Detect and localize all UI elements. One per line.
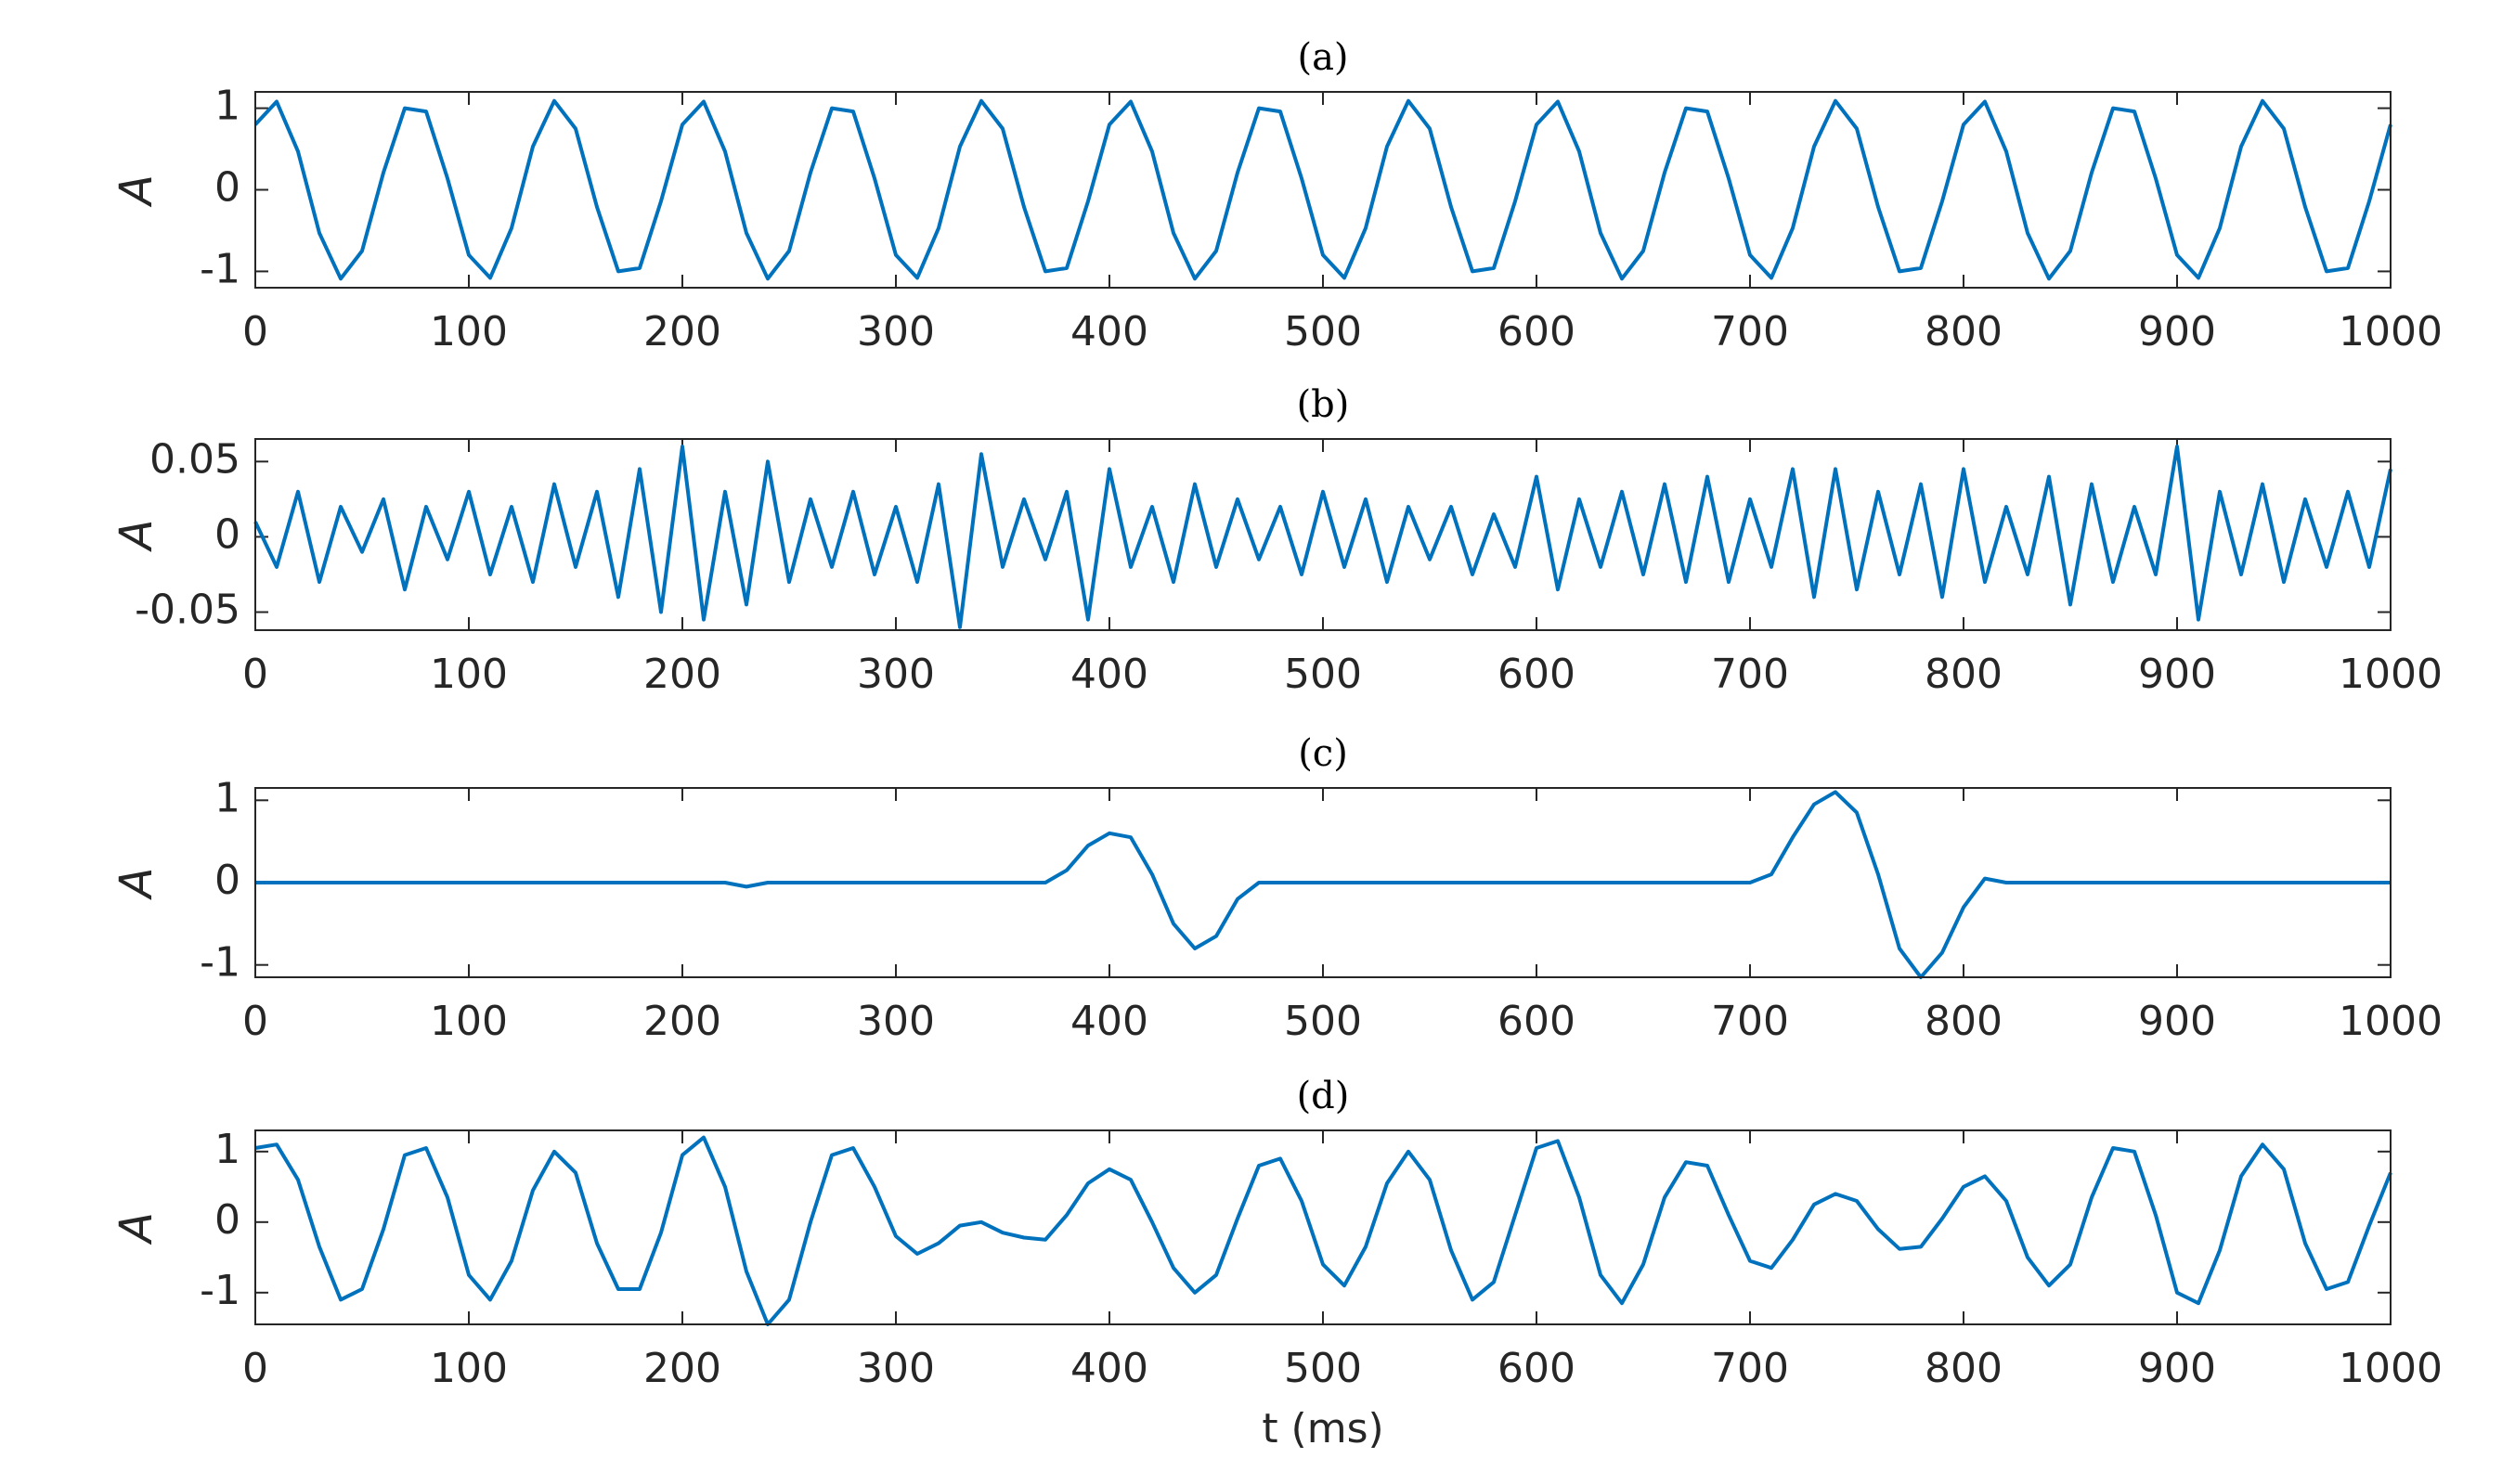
x-tick-label: 500 xyxy=(1284,308,1362,355)
x-tick-label: 300 xyxy=(857,1345,935,1392)
y-tick-label: -1 xyxy=(200,245,240,292)
x-tick-label: 1000 xyxy=(2339,1345,2443,1392)
x-tick-label: 1000 xyxy=(2339,308,2443,355)
x-tick-label: 900 xyxy=(2138,308,2216,355)
x-tick-label: 100 xyxy=(430,998,508,1045)
x-tick-label: 400 xyxy=(1070,308,1148,355)
x-tick-label: 200 xyxy=(643,1345,721,1392)
x-tick-label: 500 xyxy=(1284,1345,1362,1392)
panel-title: (a) xyxy=(1297,36,1348,79)
plot-frame xyxy=(254,787,2392,978)
data-line xyxy=(253,445,2392,629)
y-axis-label: A xyxy=(110,868,162,901)
y-tick-label: 0.05 xyxy=(149,435,240,483)
x-tick-label: 700 xyxy=(1711,651,1789,698)
x-tick-label: 1000 xyxy=(2339,651,2443,698)
x-tick-label: 400 xyxy=(1070,651,1148,698)
x-tick-label: 400 xyxy=(1070,1345,1148,1392)
data-line xyxy=(254,1135,2392,1326)
y-axis-label: A xyxy=(110,1212,162,1245)
x-tick-label: 800 xyxy=(1925,1345,2003,1392)
x-tick-label: 600 xyxy=(1497,998,1575,1045)
y-axis-label: A xyxy=(110,174,162,208)
x-tick-label: 500 xyxy=(1284,651,1362,698)
panel-title: (b) xyxy=(1297,383,1350,426)
x-tick-label: 300 xyxy=(857,651,935,698)
x-tick-label: 900 xyxy=(2138,998,2216,1045)
panel-title: (d) xyxy=(1297,1075,1350,1117)
plot-frame xyxy=(254,438,2392,631)
x-tick-label: 600 xyxy=(1497,651,1575,698)
x-tick-label: 0 xyxy=(242,651,268,698)
y-tick-label: 1 xyxy=(214,83,240,130)
y-tick-label: -1 xyxy=(200,1267,240,1314)
plot-frame xyxy=(254,1129,2392,1325)
x-tick-label: 700 xyxy=(1711,308,1789,355)
x-tick-label: 1000 xyxy=(2339,998,2443,1045)
x-tick-label: 600 xyxy=(1497,308,1575,355)
x-tick-label: 800 xyxy=(1925,998,2003,1045)
y-tick-label: 1 xyxy=(214,1126,240,1173)
x-tick-label: 200 xyxy=(643,651,721,698)
panel-title: (c) xyxy=(1298,732,1348,775)
x-tick-label: 100 xyxy=(430,308,508,355)
x-tick-label: 0 xyxy=(242,308,268,355)
x-tick-label: 300 xyxy=(857,308,935,355)
x-tick-label: 200 xyxy=(643,998,721,1045)
y-tick-label: 0 xyxy=(214,510,240,558)
x-tick-label: 600 xyxy=(1497,1345,1575,1392)
plot-frame xyxy=(254,91,2392,289)
x-tick-label: 700 xyxy=(1711,998,1789,1045)
data-line xyxy=(253,98,2392,281)
x-tick-label: 900 xyxy=(2138,651,2216,698)
y-tick-label: 0 xyxy=(214,164,240,212)
y-tick-label: -0.05 xyxy=(135,587,240,634)
x-tick-label: 200 xyxy=(643,308,721,355)
x-tick-label: 800 xyxy=(1925,308,2003,355)
x-tick-label: 0 xyxy=(242,1345,268,1392)
x-tick-label: 700 xyxy=(1711,1345,1789,1392)
y-tick-label: -1 xyxy=(200,939,240,987)
x-tick-label: 0 xyxy=(242,998,268,1045)
x-tick-label: 400 xyxy=(1070,998,1148,1045)
x-tick-label: 300 xyxy=(857,998,935,1045)
x-tick-label: 800 xyxy=(1925,651,2003,698)
x-tick-label: 100 xyxy=(430,1345,508,1392)
y-axis-label: A xyxy=(110,520,162,553)
y-tick-label: 0 xyxy=(214,857,240,904)
x-tick-label: 100 xyxy=(430,651,508,698)
data-line xyxy=(255,790,2391,979)
x-tick-label: 900 xyxy=(2138,1345,2216,1392)
y-tick-label: 1 xyxy=(214,774,240,821)
x-axis-label: t (ms) xyxy=(1262,1405,1383,1452)
x-tick-label: 500 xyxy=(1284,998,1362,1045)
y-tick-label: 0 xyxy=(214,1196,240,1244)
